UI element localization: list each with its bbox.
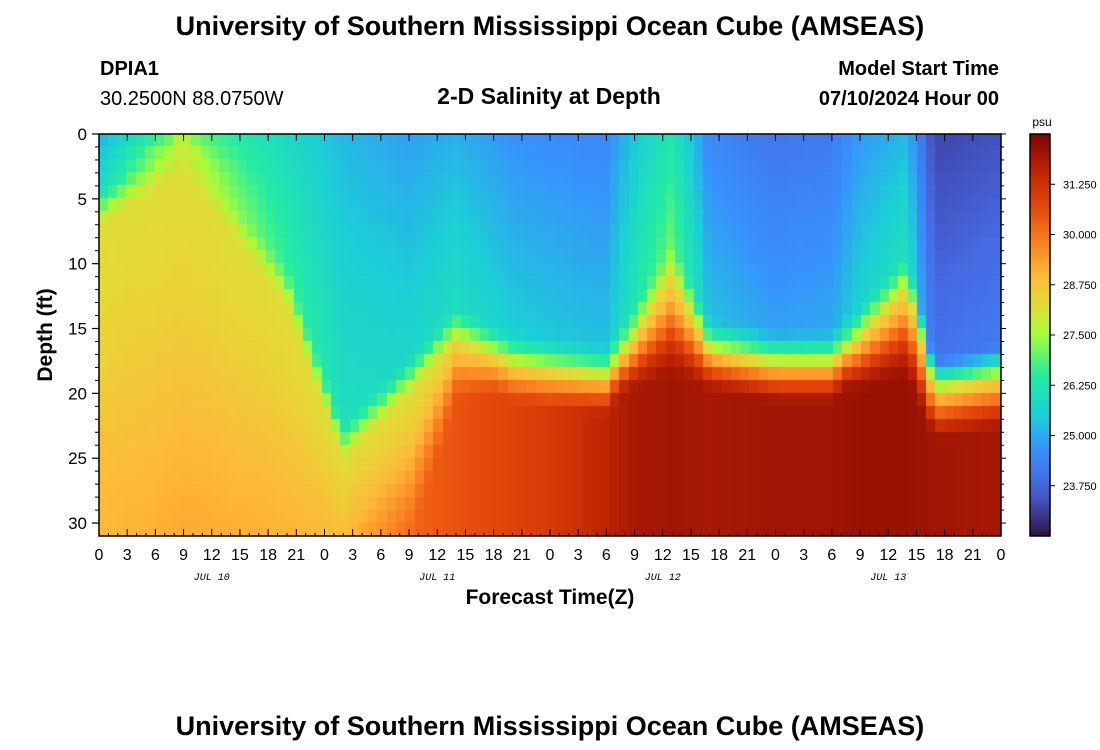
x-tick-label: 12 — [428, 547, 446, 564]
x-tick-label: 9 — [405, 547, 414, 564]
colorbar-tick-label: 30.000 — [1063, 230, 1097, 242]
y-tick-label: 15 — [68, 320, 87, 339]
x-tick-label: 6 — [827, 547, 836, 564]
x-tick-label: 6 — [376, 547, 385, 564]
x-tick-label: 21 — [964, 547, 982, 564]
colorbar — [1029, 133, 1051, 537]
colorbar-ticks: 23.750 25.000 26.250 27.500 28.750 30.000 31.2… — [1050, 179, 1097, 493]
x-tick-label: 3 — [799, 547, 808, 564]
x-axis-ticks — [98, 134, 1002, 536]
y-tick-label: 10 — [68, 255, 87, 274]
x-tick-label: 18 — [485, 547, 503, 564]
model-start-value: 07/10/2024 Hour 00 — [819, 88, 999, 110]
x-tick-label: 0 — [546, 547, 555, 564]
salinity-heatmap — [99, 134, 1001, 536]
colorbar-tick-label: 27.500 — [1063, 330, 1097, 342]
x-tick-label: 21 — [513, 547, 531, 564]
x-tick-label: 0 — [320, 547, 329, 564]
y-tick-label: 0 — [78, 125, 87, 144]
x-axis-label: Forecast Time(Z) — [466, 586, 635, 609]
model-start-label: Model Start Time — [838, 58, 999, 80]
x-tick-label: 21 — [287, 547, 305, 564]
colorbar-tick-label: 25.000 — [1063, 431, 1097, 443]
x-tick-label: 3 — [348, 547, 357, 564]
x-tick-label: 6 — [602, 547, 611, 564]
x-tick-label: 18 — [936, 547, 954, 564]
x-tick-label: 6 — [151, 547, 160, 564]
station-coordinates: 30.2500N 88.0750W — [100, 88, 284, 110]
x-tick-label: 0 — [997, 547, 1006, 564]
x-tick-label: 15 — [231, 547, 249, 564]
y-tick-label: 5 — [78, 190, 87, 209]
date-label: JUL 11 — [419, 573, 455, 584]
x-tick-label: 12 — [879, 547, 897, 564]
x-tick-label: 9 — [856, 547, 865, 564]
x-tick-label: 3 — [574, 547, 583, 564]
plot-frame — [98, 133, 1002, 537]
x-axis-tick-labels: 0 3 6 9 12 15 18 21 0 3 6 9 12 15 18 21 0 3 6 9 12 15 18 21 0 3 6 9… — [95, 547, 1006, 564]
x-tick-label: 21 — [738, 547, 756, 564]
x-tick-label: 12 — [654, 547, 672, 564]
x-tick-label: 12 — [203, 547, 221, 564]
station-id: DPIA1 — [100, 58, 159, 80]
y-axis-ticks — [92, 133, 1006, 524]
chart-title: 2-D Salinity at Depth — [437, 83, 661, 109]
y-tick-label: 20 — [68, 384, 87, 403]
y-axis-tick-labels: 0 5 10 15 20 25 30 — [68, 125, 87, 533]
colorbar-tick-label: 23.750 — [1063, 481, 1097, 493]
x-tick-label: 18 — [259, 547, 277, 564]
footer-title: University of Southern Mississippi Ocean… — [176, 711, 925, 741]
x-tick-label: 9 — [630, 547, 639, 564]
x-tick-label: 15 — [682, 547, 700, 564]
colorbar-tick-label: 26.250 — [1063, 380, 1097, 392]
date-labels: JUL 10 JUL 11 JUL 12 JUL 13 — [194, 573, 907, 584]
colorbar-tick-label: 31.250 — [1063, 179, 1097, 191]
x-tick-label: 0 — [771, 547, 780, 564]
x-tick-label: 15 — [457, 547, 475, 564]
x-tick-label: 0 — [95, 547, 104, 564]
colorbar-unit: psu — [1032, 115, 1051, 129]
date-label: JUL 10 — [194, 573, 230, 584]
date-label: JUL 13 — [870, 573, 906, 584]
y-tick-label: 25 — [68, 449, 87, 468]
x-tick-label: 15 — [908, 547, 926, 564]
colorbar-tick-label: 28.750 — [1063, 280, 1097, 292]
y-axis-label: Depth (ft) — [34, 288, 57, 381]
x-tick-label: 9 — [179, 547, 188, 564]
x-tick-label: 18 — [710, 547, 728, 564]
date-label: JUL 12 — [645, 573, 681, 584]
main-title: University of Southern Mississippi Ocean… — [176, 11, 925, 41]
x-tick-label: 3 — [123, 547, 132, 564]
y-tick-label: 30 — [68, 514, 87, 533]
